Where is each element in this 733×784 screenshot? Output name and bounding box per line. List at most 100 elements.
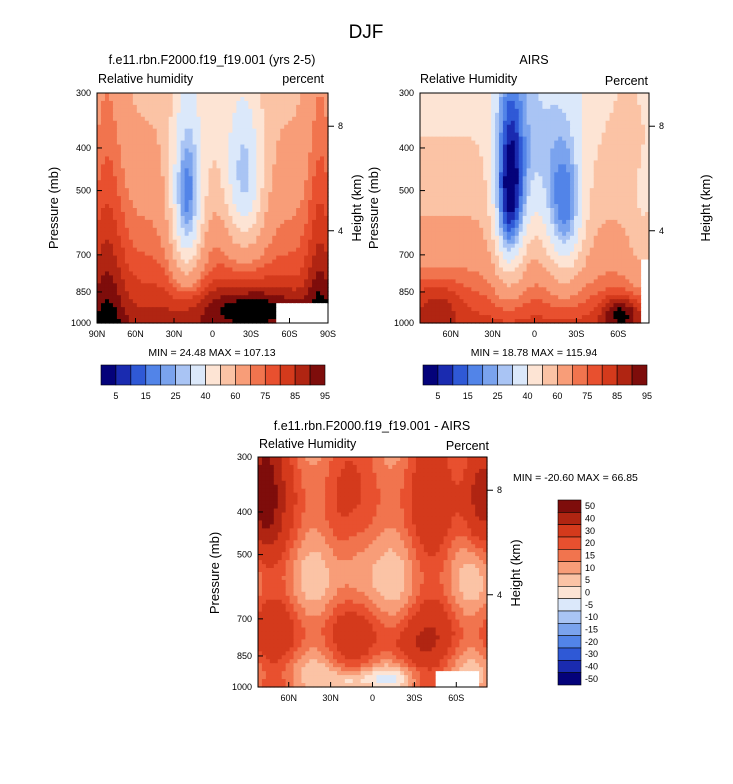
heatmap-cell — [284, 136, 289, 142]
heatmap-cell — [534, 108, 540, 114]
heatmap-cell — [112, 156, 118, 162]
heatmap-cell — [577, 100, 583, 106]
heatmap-cell — [292, 215, 297, 221]
heatmap-cell — [312, 152, 317, 158]
heatmap-cell — [244, 96, 249, 102]
heatmap-cell — [184, 259, 190, 265]
heatmap-cell — [491, 128, 496, 134]
heatmap-cell — [272, 255, 277, 261]
heatmap-cell — [176, 104, 182, 110]
heatmap-cell — [609, 128, 615, 134]
heatmap-cell — [617, 124, 622, 130]
heatmap-cell — [585, 132, 591, 138]
panel2-left-label: Relative Humidity — [420, 72, 518, 86]
heatmap-cell — [316, 315, 321, 320]
heatmap-cell — [613, 132, 619, 138]
heatmap-cell — [467, 104, 472, 110]
heatmap-cell — [260, 271, 265, 277]
heatmap-cell — [534, 100, 540, 106]
heatmap-cell — [184, 160, 190, 165]
heatmap-cell — [264, 93, 269, 98]
heatmap-cell — [172, 307, 178, 312]
heatmap-cell — [538, 164, 543, 169]
heatmap-cell — [597, 180, 603, 185]
heatmap-cell — [204, 196, 210, 201]
heatmap-cell — [164, 108, 170, 114]
heatmap-cell — [534, 152, 540, 158]
heatmap-cell — [128, 235, 134, 241]
heatmap-cell — [164, 283, 170, 288]
heatmap-cell — [308, 259, 313, 265]
heatmap-cell — [224, 120, 230, 126]
heatmap-cell — [577, 108, 583, 114]
heatmap-cell — [570, 168, 575, 173]
heatmap-cell — [260, 235, 265, 241]
heatmap-cell — [97, 160, 102, 165]
heatmap-cell — [554, 104, 559, 110]
heatmap-cell — [581, 160, 587, 165]
heatmap-cell — [116, 211, 122, 217]
heatmap-cell — [204, 152, 210, 158]
heatmap-cell — [200, 148, 206, 154]
heatmap-cell — [244, 192, 249, 197]
heatmap-cell — [200, 263, 206, 269]
heatmap-cell — [483, 176, 488, 181]
heatmap-cell — [284, 231, 289, 237]
heatmap-cell — [188, 152, 194, 158]
heatmap-cell — [212, 140, 218, 146]
heatmap-cell — [220, 211, 226, 217]
heatmap-cell — [148, 200, 154, 205]
heatmap-cell — [228, 112, 234, 118]
heatmap-cell — [573, 112, 579, 118]
heatmap-cell — [467, 156, 472, 162]
heatmap-cell — [320, 227, 325, 233]
heatmap-cell — [546, 196, 551, 201]
heatmap-cell — [577, 188, 583, 193]
heatmap-cell — [641, 160, 646, 165]
heatmap-cell — [232, 148, 237, 154]
heatmap-cell — [260, 223, 265, 229]
heatmap-cell — [168, 120, 174, 126]
heatmap-cell — [558, 140, 563, 146]
heatmap-cell — [200, 112, 206, 118]
heatmap-cell — [316, 239, 321, 245]
heatmap-cell — [192, 152, 198, 158]
heatmap-cell — [244, 247, 249, 253]
heatmap-cell — [120, 271, 126, 277]
heatmap-cell — [589, 120, 595, 126]
heatmap-cell — [280, 176, 285, 181]
heatmap-cell — [256, 104, 261, 110]
heatmap-cell — [228, 235, 234, 241]
heatmap-cell — [176, 132, 182, 138]
heatmap-cell — [617, 164, 622, 169]
heatmap-cell — [324, 307, 329, 312]
heatmap-cell — [212, 227, 218, 233]
heatmap-cell — [495, 196, 500, 201]
heatmap-cell — [613, 176, 619, 181]
heatmap-cell — [601, 93, 607, 98]
heatmap-cell — [324, 299, 329, 304]
heatmap-cell — [97, 184, 102, 189]
heatmap-cell — [514, 176, 520, 181]
heatmap-cell — [168, 124, 174, 130]
heatmap-cell — [526, 116, 532, 122]
heatmap-cell — [522, 128, 528, 134]
heatmap-cell — [597, 164, 603, 169]
heatmap-cell — [534, 93, 540, 98]
heatmap-cell — [312, 144, 317, 150]
heatmap-cell — [296, 311, 301, 316]
heatmap-cell — [451, 116, 457, 122]
heatmap-cell — [184, 299, 190, 304]
heatmap-cell — [148, 255, 154, 261]
heatmap-cell — [156, 211, 162, 217]
heatmap-cell — [296, 307, 301, 312]
heatmap-cell — [116, 192, 122, 197]
heatmap-cell — [120, 311, 126, 316]
heatmap-cell — [570, 152, 575, 158]
heatmap-cell — [280, 172, 285, 177]
heatmap-cell — [260, 196, 265, 201]
heatmap-cell — [463, 112, 468, 118]
heatmap-cell — [300, 223, 305, 229]
heatmap-cell — [609, 168, 615, 173]
heatmap-cell — [160, 184, 166, 189]
